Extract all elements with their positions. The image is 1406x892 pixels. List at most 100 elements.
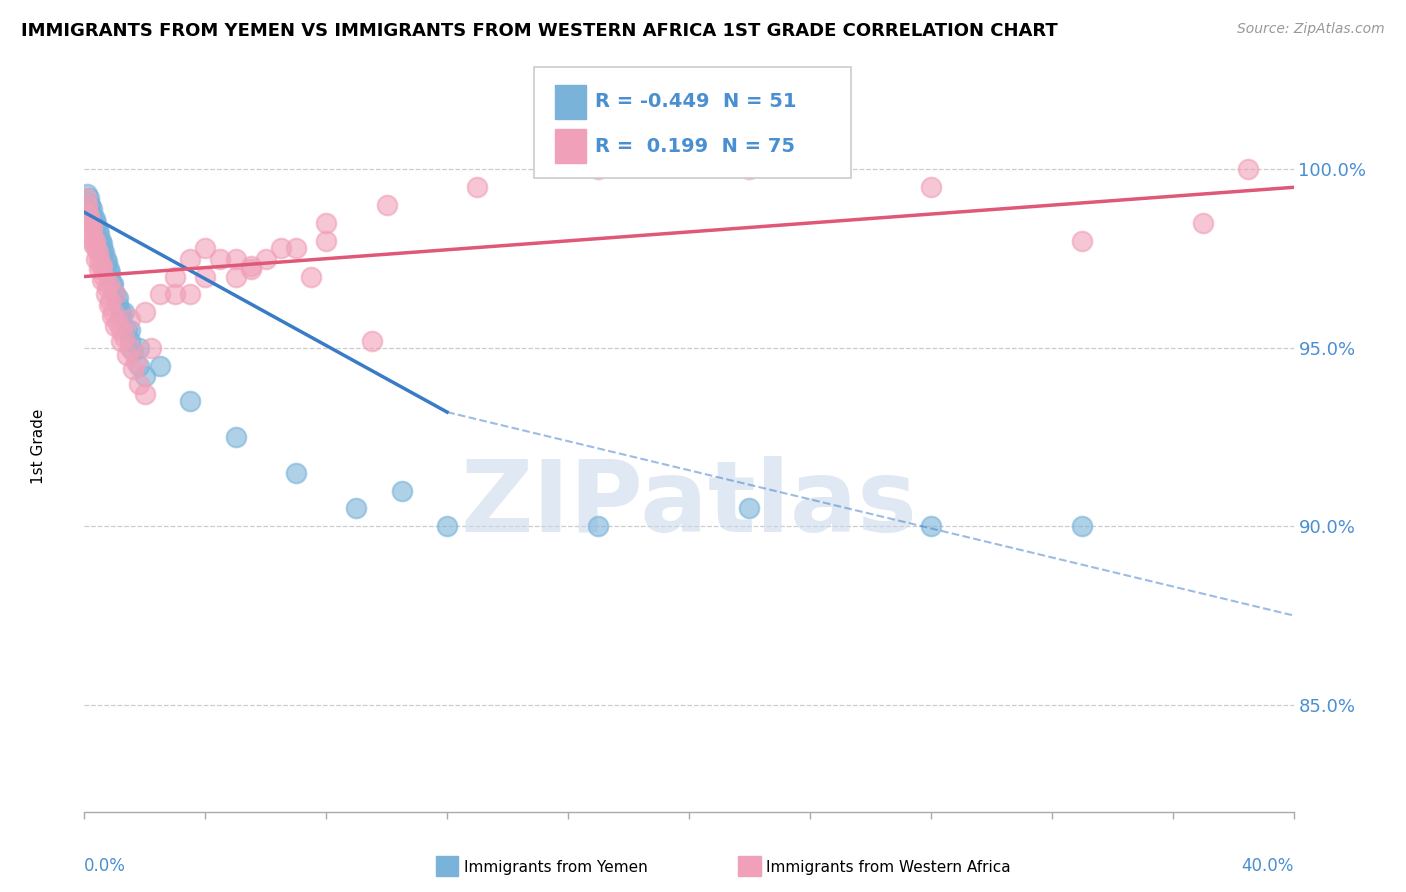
Point — [588, 519, 610, 533]
Point — [118, 334, 141, 348]
Point — [165, 269, 187, 284]
Text: Source: ZipAtlas.com: Source: ZipAtlas.com — [1237, 22, 1385, 37]
Point — [93, 244, 115, 259]
Point — [225, 269, 247, 284]
Point — [98, 266, 121, 280]
Point — [134, 305, 156, 319]
Point — [97, 269, 120, 284]
Point — [91, 259, 114, 273]
Text: IMMIGRANTS FROM YEMEN VS IMMIGRANTS FROM WESTERN AFRICA 1ST GRADE CORRELATION CH: IMMIGRANTS FROM YEMEN VS IMMIGRANTS FROM… — [21, 22, 1057, 40]
Point — [738, 162, 761, 177]
Point — [96, 280, 118, 294]
Text: 1st Grade: 1st Grade — [31, 409, 46, 483]
Point — [98, 294, 121, 309]
Point — [225, 252, 247, 266]
Point — [121, 362, 143, 376]
Point — [1237, 162, 1260, 177]
Point — [115, 348, 138, 362]
Point — [89, 234, 111, 248]
Point — [436, 519, 458, 533]
Point — [110, 334, 132, 348]
Point — [96, 255, 118, 269]
Point — [104, 287, 127, 301]
Point — [179, 394, 201, 409]
Point — [101, 277, 124, 291]
Point — [91, 237, 114, 252]
Point — [76, 187, 98, 202]
Point — [80, 202, 103, 216]
Point — [94, 252, 117, 266]
Point — [360, 334, 382, 348]
Text: Immigrants from Yemen: Immigrants from Yemen — [464, 860, 648, 874]
Point — [112, 330, 135, 344]
Point — [165, 287, 187, 301]
Point — [79, 198, 101, 212]
Point — [1071, 234, 1094, 248]
Point — [315, 234, 337, 248]
Point — [285, 466, 308, 480]
Point — [285, 241, 308, 255]
Point — [97, 298, 120, 312]
Point — [139, 341, 162, 355]
Point — [375, 198, 398, 212]
Point — [100, 309, 122, 323]
Point — [82, 209, 104, 223]
Point — [77, 191, 100, 205]
Point — [79, 216, 101, 230]
Point — [128, 341, 150, 355]
Point — [84, 234, 107, 248]
Point — [89, 262, 111, 277]
Point — [391, 483, 413, 498]
Text: Immigrants from Western Africa: Immigrants from Western Africa — [766, 860, 1011, 874]
Point — [179, 287, 201, 301]
Point — [315, 216, 337, 230]
Point — [86, 216, 108, 230]
Point — [110, 323, 132, 337]
Point — [118, 312, 141, 326]
Point — [194, 241, 217, 255]
Point — [80, 227, 103, 241]
Point — [112, 305, 135, 319]
Point — [115, 323, 138, 337]
Point — [94, 259, 117, 273]
Point — [1192, 216, 1215, 230]
Point — [107, 316, 129, 330]
Point — [118, 341, 141, 355]
Point — [87, 223, 110, 237]
Point — [270, 241, 292, 255]
Point — [134, 387, 156, 401]
Point — [149, 287, 172, 301]
Point — [77, 209, 100, 223]
Point — [346, 501, 368, 516]
Point — [82, 237, 104, 252]
Point — [76, 198, 98, 212]
Point — [149, 359, 172, 373]
Point — [125, 355, 148, 369]
Point — [104, 287, 127, 301]
Point — [82, 216, 104, 230]
Point — [77, 216, 100, 230]
Point — [920, 180, 942, 194]
Text: ZIPatlas: ZIPatlas — [461, 456, 917, 553]
Point — [80, 219, 103, 234]
Point — [1071, 519, 1094, 533]
Text: R = -0.449  N = 51: R = -0.449 N = 51 — [595, 92, 796, 112]
Point — [94, 287, 117, 301]
Point — [110, 309, 132, 323]
Point — [239, 262, 262, 277]
Point — [76, 205, 98, 219]
Point — [920, 519, 942, 533]
Point — [179, 252, 201, 266]
Point — [82, 234, 104, 248]
Point — [299, 269, 322, 284]
Point — [134, 369, 156, 384]
Point — [87, 244, 110, 259]
Point — [75, 191, 97, 205]
Text: 40.0%: 40.0% — [1241, 857, 1294, 875]
Point — [107, 298, 129, 312]
Point — [91, 241, 114, 255]
Text: R =  0.199  N = 75: R = 0.199 N = 75 — [595, 136, 794, 156]
Point — [209, 252, 232, 266]
Point — [110, 305, 132, 319]
Point — [225, 430, 247, 444]
